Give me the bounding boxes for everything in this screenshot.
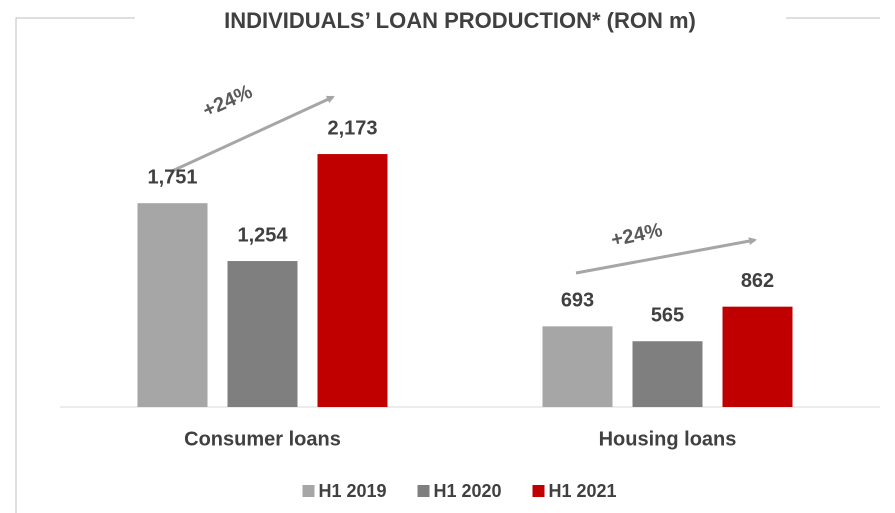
bar — [722, 306, 793, 407]
value-label: 1,254 — [237, 224, 288, 246]
value-label: 693 — [561, 290, 594, 312]
value-label: 1,751 — [147, 166, 197, 188]
bar — [227, 261, 298, 407]
frame — [15, 17, 880, 513]
x-tick-label: Consumer loans — [184, 428, 341, 450]
bar — [542, 326, 613, 407]
annotation: +24% — [200, 81, 256, 122]
value-label: 862 — [741, 270, 774, 292]
bar — [632, 341, 703, 407]
legend-swatch — [417, 485, 430, 497]
value-label: 565 — [651, 305, 684, 327]
trend-arrow — [575, 237, 757, 275]
legend-swatch — [302, 485, 315, 497]
value-label: 2,173 — [327, 117, 377, 139]
legend-label: H1 2020 — [434, 481, 502, 501]
chart-title: INDIVIDUALS’ LOAN PRODUCTION* (RON m) — [224, 8, 696, 33]
annotation: +24% — [609, 219, 664, 251]
legend-swatch — [532, 485, 545, 497]
trend-arrow — [169, 95, 335, 174]
legend-label: H1 2021 — [549, 481, 617, 501]
x-tick-label: Housing loans — [599, 428, 737, 450]
bar — [137, 203, 208, 407]
legend-label: H1 2019 — [319, 481, 387, 501]
bar — [317, 154, 388, 407]
